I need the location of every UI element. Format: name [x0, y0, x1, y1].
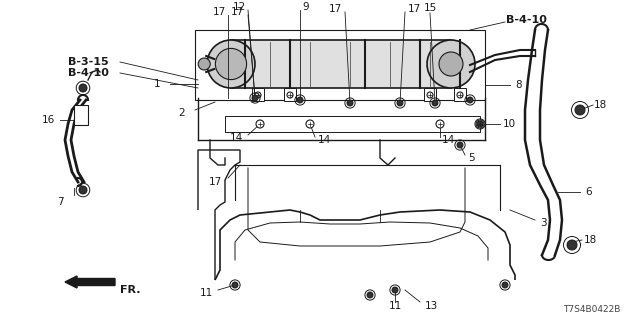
Circle shape — [397, 100, 403, 106]
Circle shape — [567, 240, 577, 250]
Text: 5: 5 — [468, 153, 475, 163]
Text: B-4-10: B-4-10 — [506, 15, 547, 25]
Circle shape — [457, 142, 463, 148]
Circle shape — [216, 48, 246, 80]
Circle shape — [439, 52, 463, 76]
Text: FR.: FR. — [120, 285, 141, 295]
Text: 11: 11 — [200, 288, 213, 298]
Text: 7: 7 — [57, 197, 63, 207]
Text: 10: 10 — [503, 119, 516, 129]
Text: 11: 11 — [388, 301, 402, 311]
Text: 16: 16 — [42, 115, 55, 125]
Text: 17: 17 — [231, 7, 244, 17]
Circle shape — [392, 287, 398, 293]
Circle shape — [232, 282, 238, 288]
Circle shape — [198, 58, 210, 70]
Text: 2: 2 — [179, 108, 185, 118]
Bar — [225, 116, 480, 132]
Text: 9: 9 — [302, 2, 308, 12]
Circle shape — [427, 40, 475, 88]
Circle shape — [79, 84, 87, 92]
Text: 3: 3 — [540, 218, 547, 228]
Bar — [454, 88, 466, 101]
Text: 18: 18 — [594, 100, 607, 110]
Circle shape — [287, 92, 293, 98]
Text: 13: 13 — [425, 301, 438, 311]
Circle shape — [467, 97, 473, 103]
Text: 14: 14 — [442, 135, 455, 145]
Circle shape — [457, 92, 463, 98]
Text: 6: 6 — [585, 187, 591, 197]
Circle shape — [477, 121, 483, 127]
Text: 17: 17 — [408, 4, 421, 14]
Circle shape — [367, 292, 373, 298]
Text: 14: 14 — [230, 133, 243, 143]
Circle shape — [255, 92, 261, 98]
Circle shape — [252, 95, 258, 101]
Circle shape — [436, 120, 444, 128]
Text: B-4-10: B-4-10 — [68, 68, 109, 78]
Circle shape — [575, 105, 585, 115]
Text: 17: 17 — [209, 177, 222, 187]
Circle shape — [297, 97, 303, 103]
FancyBboxPatch shape — [231, 40, 451, 88]
FancyArrow shape — [65, 276, 115, 288]
Circle shape — [306, 120, 314, 128]
Circle shape — [427, 92, 433, 98]
Circle shape — [256, 120, 264, 128]
Bar — [252, 88, 264, 101]
Circle shape — [347, 100, 353, 106]
Text: 17: 17 — [329, 4, 342, 14]
Circle shape — [502, 282, 508, 288]
Bar — [284, 88, 296, 101]
Text: 18: 18 — [584, 235, 597, 245]
Text: 1: 1 — [154, 79, 160, 89]
Circle shape — [79, 186, 87, 194]
Text: T7S4B0422B: T7S4B0422B — [563, 306, 620, 315]
Text: 17: 17 — [212, 7, 226, 17]
Circle shape — [432, 100, 438, 106]
Circle shape — [476, 120, 484, 128]
Bar — [424, 88, 436, 101]
Bar — [195, 30, 485, 100]
Circle shape — [207, 40, 255, 88]
Text: 14: 14 — [318, 135, 332, 145]
Text: B-3-15: B-3-15 — [68, 57, 109, 67]
Text: 8: 8 — [515, 80, 522, 90]
Bar — [74, 105, 88, 125]
Text: 12: 12 — [233, 2, 246, 12]
Text: 15: 15 — [424, 3, 436, 13]
